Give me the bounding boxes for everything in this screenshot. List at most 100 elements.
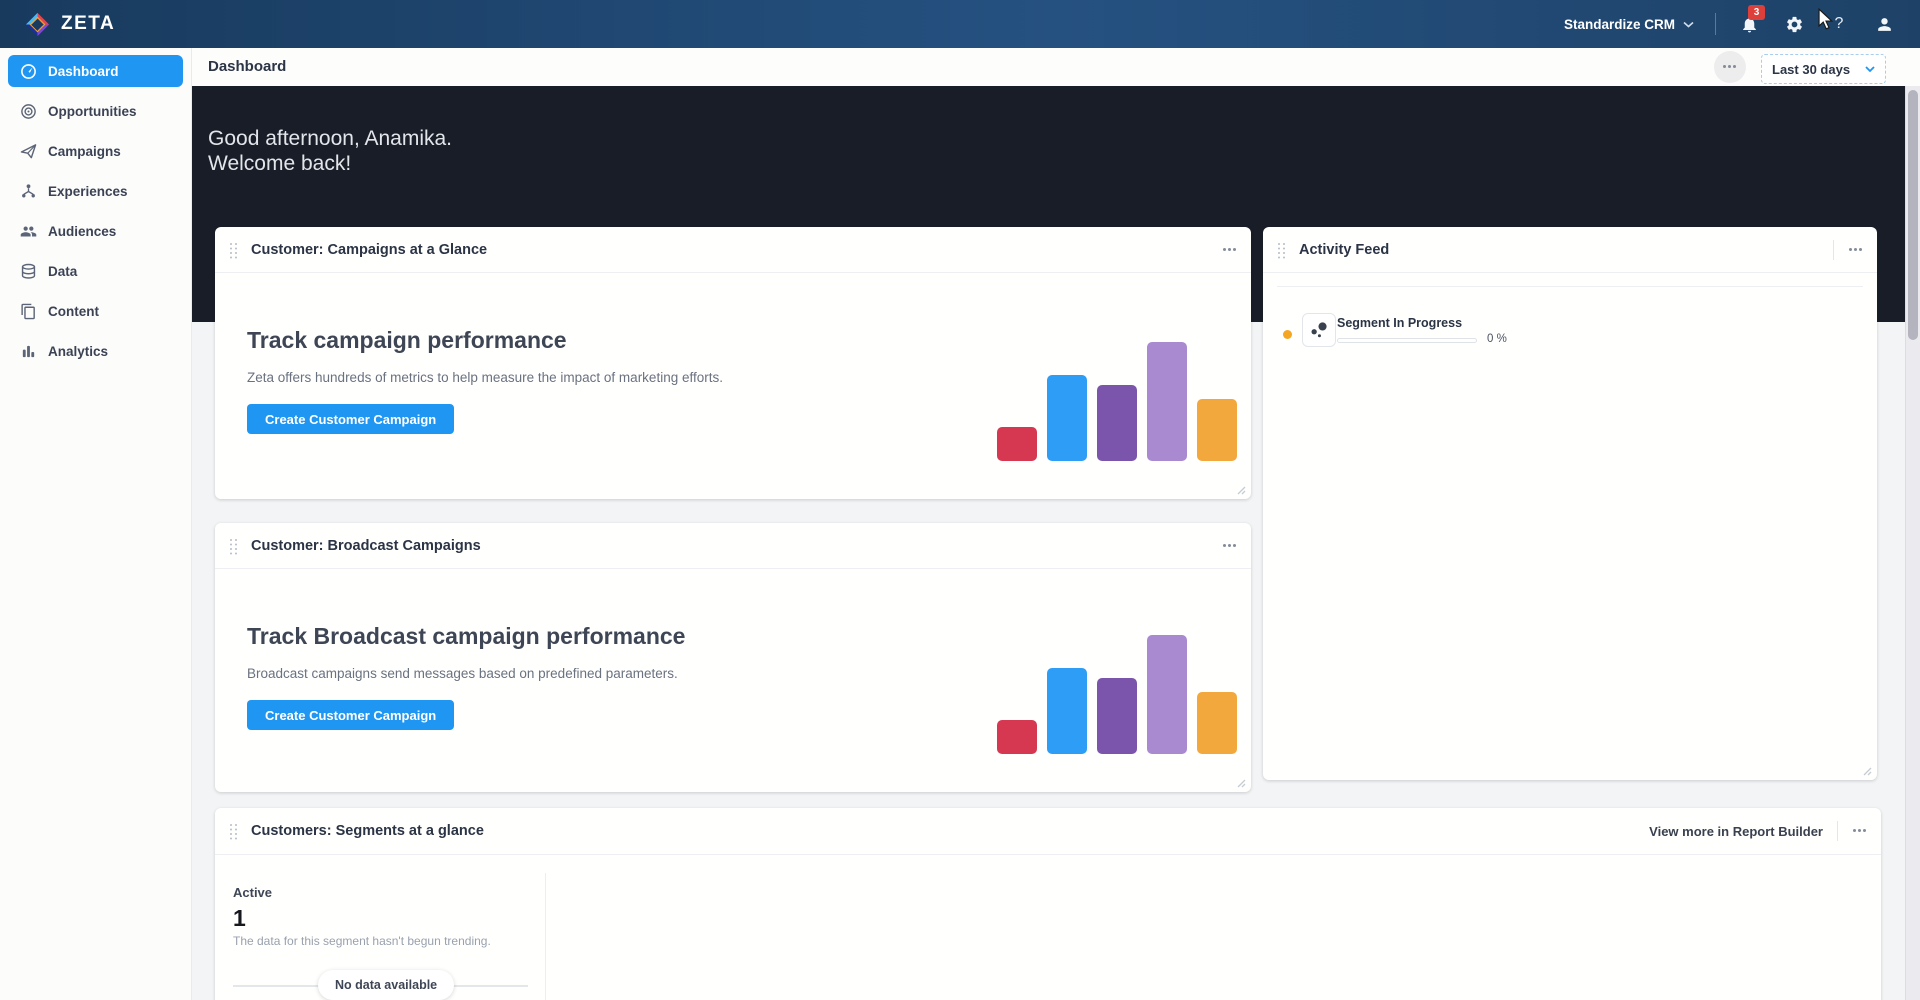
sidebar-item-label: Data <box>48 263 78 279</box>
sidebar-item-data[interactable]: Data <box>8 255 183 287</box>
notification-badge: 3 <box>1748 5 1765 20</box>
bar-chart-illustration <box>997 635 1237 754</box>
sidebar-item-label: Content <box>48 303 99 319</box>
resize-handle-icon[interactable] <box>1235 777 1246 788</box>
greeting-line1: Good afternoon, Anamika. <box>208 127 452 150</box>
card-title: Customer: Campaigns at a Glance <box>251 241 488 258</box>
resize-handle-icon[interactable] <box>1861 765 1872 776</box>
illustration-bar <box>1147 342 1187 461</box>
people-icon <box>20 223 37 240</box>
card-title: Activity Feed <box>1299 241 1390 258</box>
illustration-bar <box>1197 399 1237 461</box>
page-header-bar: Dashboard <box>192 48 1920 86</box>
illustration-bar <box>997 427 1037 461</box>
card-menu-button[interactable] <box>1223 247 1237 252</box>
header-divider <box>1833 239 1834 260</box>
chevron-down-icon <box>1683 21 1694 28</box>
sidebar-item-label: Campaigns <box>48 143 121 159</box>
brand-name: ZETA <box>61 13 116 34</box>
zeta-logo[interactable]: ZETA <box>24 11 115 38</box>
page-more-button[interactable] <box>1714 51 1746 83</box>
drag-handle-icon[interactable] <box>229 242 238 258</box>
card-activity-feed: Activity Feed Segment In Progress <box>1263 227 1877 780</box>
notifications-button[interactable]: 3 <box>1737 5 1765 36</box>
card-menu-button[interactable] <box>1223 543 1237 548</box>
bell-icon <box>1742 16 1756 32</box>
main-content: Dashboard Last 30 days Good afternoon, A… <box>192 48 1920 1000</box>
sidebar-item-label: Opportunities <box>48 103 137 119</box>
promo-description: Zeta offers hundreds of metrics to help … <box>247 370 723 385</box>
status-dot <box>1283 330 1292 339</box>
promo-description: Broadcast campaigns send messages based … <box>247 666 678 681</box>
sidebar-item-label: Experiences <box>48 183 128 199</box>
date-range-select[interactable]: Last 30 days <box>1761 54 1886 84</box>
user-menu-button[interactable] <box>1872 12 1896 36</box>
card-menu-button[interactable] <box>1853 829 1867 833</box>
gauge-icon <box>20 63 37 80</box>
segment-status-label: Active <box>233 885 273 900</box>
illustration-bar <box>1147 635 1187 754</box>
ellipsis-icon <box>1723 65 1737 69</box>
navbar-divider <box>1715 13 1716 35</box>
sidebar-item-label: Audiences <box>48 223 117 239</box>
card-header: Customer: Campaigns at a Glance <box>215 227 1251 273</box>
header-divider <box>1837 821 1838 841</box>
scrollbar-track[interactable] <box>1905 86 1920 1000</box>
card-body: Active 1 The data for this segment hasn'… <box>215 855 1881 1000</box>
gear-icon <box>1786 16 1802 32</box>
flow-icon <box>20 183 37 200</box>
top-navbar: ZETA Standardize CRM 3 <box>0 0 1920 48</box>
card-body: Segment In Progress 0 % <box>1263 273 1877 780</box>
segment-note: The data for this segment hasn't begun t… <box>233 934 491 948</box>
sidebar-item-analytics[interactable]: Analytics <box>8 335 183 367</box>
segment-icon-box <box>1302 313 1336 347</box>
navbar-right-cluster: Standardize CRM 3 ? <box>1564 5 1896 36</box>
sidebar-item-experiences[interactable]: Experiences <box>8 175 183 207</box>
scrollbar-thumb[interactable] <box>1908 90 1918 340</box>
workspace-label: Standardize CRM <box>1563 16 1675 32</box>
drag-handle-icon[interactable] <box>229 823 238 839</box>
card-header: Customers: Segments at a glance View mor… <box>215 808 1881 855</box>
help-button[interactable]: ? <box>1827 12 1851 36</box>
zeta-diamond-icon <box>25 12 50 36</box>
illustration-bar <box>1097 385 1137 461</box>
target-icon <box>20 103 37 120</box>
segment-column-divider <box>545 873 546 1000</box>
card-title: Customers: Segments at a glance <box>251 823 484 839</box>
settings-button[interactable] <box>1782 12 1806 36</box>
card-campaigns-glance: Customer: Campaigns at a Glance Track ca… <box>215 227 1251 499</box>
page-title: Dashboard <box>208 58 287 75</box>
card-header: Customer: Broadcast Campaigns <box>215 523 1251 569</box>
drag-handle-icon[interactable] <box>1277 242 1286 258</box>
paper-plane-icon <box>20 143 37 160</box>
view-more-report-builder-link[interactable]: View more in Report Builder <box>1649 823 1823 839</box>
illustration-bar <box>1097 678 1137 754</box>
sidebar-item-opportunities[interactable]: Opportunities <box>8 95 183 127</box>
illustration-bar <box>1047 668 1087 754</box>
segment-count: 1 <box>233 905 246 931</box>
bar-chart-icon <box>20 343 37 360</box>
date-range-value: Last 30 days <box>1772 61 1851 77</box>
card-menu-button[interactable] <box>1849 247 1863 252</box>
progress-bar <box>1337 338 1477 343</box>
progress-label: 0 % <box>1487 333 1507 345</box>
greeting-line2: Welcome back! <box>208 152 352 175</box>
sidebar-item-campaigns[interactable]: Campaigns <box>8 135 183 167</box>
create-customer-campaign-button[interactable]: Create Customer Campaign <box>247 700 455 730</box>
create-customer-campaign-button[interactable]: Create Customer Campaign <box>247 404 455 434</box>
sidebar-item-content[interactable]: Content <box>8 295 183 327</box>
feed-item-segment[interactable]: Segment In Progress 0 % <box>1263 299 1877 361</box>
illustration-bar <box>1197 692 1237 754</box>
sidebar-item-dashboard[interactable]: Dashboard <box>8 55 183 87</box>
sidebar-item-label: Dashboard <box>48 63 119 79</box>
pages-icon <box>20 303 37 320</box>
sidebar-item-audiences[interactable]: Audiences <box>8 215 183 247</box>
promo-heading: Track Broadcast campaign performance <box>247 623 686 649</box>
help-icon: ? <box>1834 15 1844 32</box>
drag-handle-icon[interactable] <box>229 538 238 554</box>
resize-handle-icon[interactable] <box>1235 484 1246 495</box>
chevron-down-icon <box>1865 66 1875 72</box>
workspace-selector[interactable]: Standardize CRM <box>1564 17 1694 32</box>
card-body: Track Broadcast campaign performance Bro… <box>215 569 1251 792</box>
feed-divider <box>1277 286 1863 287</box>
